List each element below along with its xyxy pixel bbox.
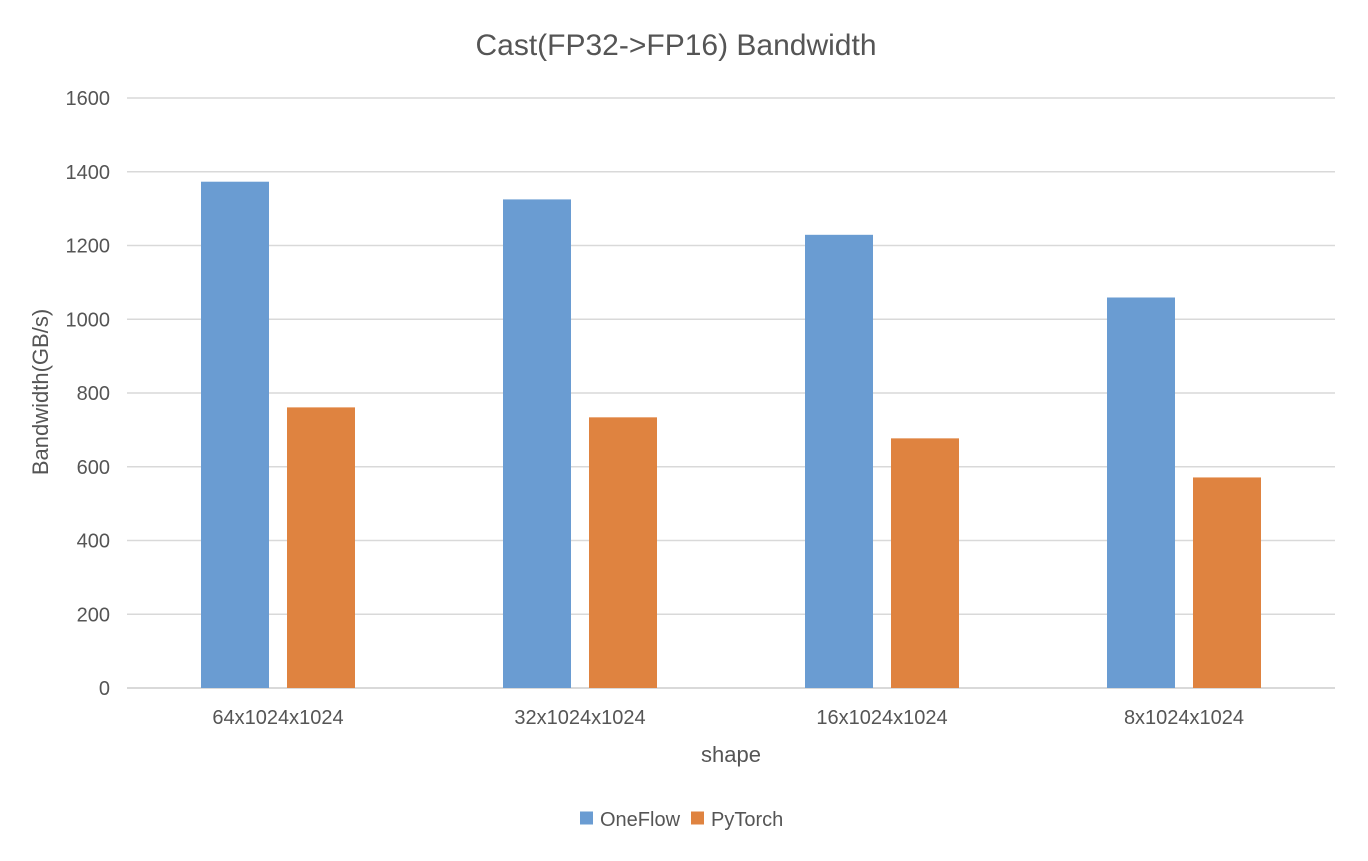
y-axis-label: Bandwidth(GB/s) (28, 309, 53, 475)
legend-swatch-pytorch (691, 811, 704, 825)
legend-swatch-oneflow (580, 811, 593, 825)
y-tick-label: 1400 (66, 162, 111, 184)
bar-oneflow-1 (503, 199, 571, 688)
y-tick-label: 0 (99, 678, 110, 700)
y-tick-label: 1000 (66, 309, 111, 331)
x-tick-label: 16x1024x1024 (816, 707, 947, 729)
bar-oneflow-2 (805, 234, 873, 688)
x-tick-label: 32x1024x1024 (514, 707, 645, 729)
x-axis-ticks: 64x1024x1024 32x1024x1024 16x1024x1024 8x10… (212, 707, 1244, 729)
y-tick-label: 600 (77, 457, 110, 479)
bar-pytorch-2 (891, 438, 959, 688)
y-tick-label: 1200 (66, 236, 111, 258)
bar-pytorch-0 (287, 407, 355, 688)
x-tick-label: 8x1024x1024 (1124, 707, 1244, 729)
legend-label-oneflow: OneFlow (600, 809, 681, 831)
bars (201, 181, 1261, 689)
x-axis-label: shape (701, 742, 761, 767)
bar-oneflow-0 (201, 181, 269, 689)
bar-pytorch-1 (589, 417, 657, 688)
y-tick-label: 400 (77, 531, 110, 553)
legend: OneFlow PyTorch (580, 809, 783, 831)
y-tick-label: 800 (77, 383, 110, 405)
y-tick-label: 1600 (66, 88, 111, 110)
bar-oneflow-3 (1107, 297, 1175, 688)
chart-title: Cast(FP32->FP16) Bandwidth (475, 29, 876, 62)
x-tick-label: 64x1024x1024 (212, 707, 343, 729)
bar-pytorch-3 (1193, 477, 1261, 688)
y-tick-label: 200 (77, 604, 110, 626)
legend-label-pytorch: PyTorch (711, 809, 783, 831)
y-axis-ticks: 0 200 400 600 800 1000 1200 1400 1600 (66, 88, 111, 700)
